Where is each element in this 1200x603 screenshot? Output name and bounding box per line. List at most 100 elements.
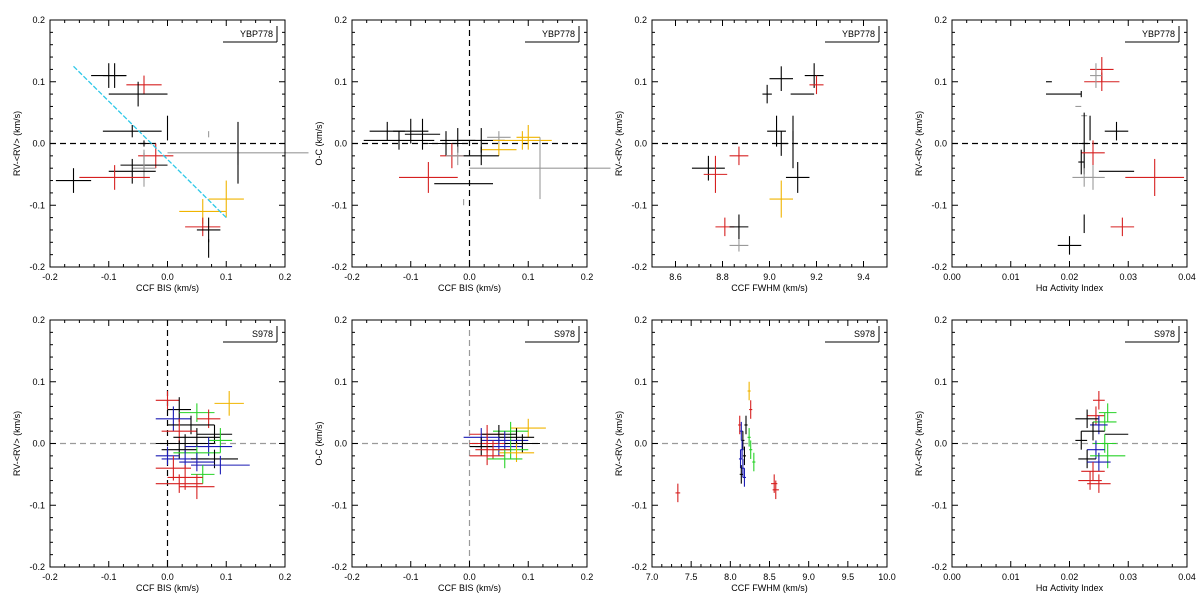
x-axis-label: CCF BIS (km/s)	[438, 583, 501, 593]
x-tick-label: 0.0	[463, 572, 476, 582]
legend-box: YBP778	[825, 26, 880, 43]
x-tick-label: 9.2	[810, 272, 823, 282]
y-tick-label: 0.2	[334, 315, 347, 325]
data-point	[393, 118, 429, 144]
data-point	[399, 162, 458, 193]
data-point	[739, 465, 743, 484]
data-points	[55, 63, 309, 258]
data-point	[208, 180, 244, 218]
data-point	[155, 406, 191, 432]
legend-label: YBP778	[240, 29, 273, 39]
data-points	[155, 391, 250, 500]
y-tick-label: 0.1	[634, 377, 647, 387]
y-axis-label: RV-<RV> (km/s)	[614, 411, 624, 476]
x-tick-label: 0.01	[1002, 572, 1020, 582]
y-tick-label: 0.0	[934, 439, 947, 449]
data-point	[774, 131, 789, 156]
data-point	[738, 449, 743, 469]
y-tick-label: -0.1	[331, 500, 347, 510]
y-tick-label: -0.2	[931, 262, 947, 272]
data-point	[752, 452, 756, 472]
panel-bottom-oc: -0.2 -0.1 0.0 0.1 0.2 -0.2 -0.1 0.0 0.1 0.2 CCF BI…	[314, 315, 593, 593]
data-point	[191, 455, 250, 475]
data-point	[179, 452, 215, 472]
data-point	[747, 381, 751, 401]
data-point	[1087, 474, 1111, 493]
x-axis-label: CCF FWHM (km/s)	[731, 283, 807, 293]
data-point	[1125, 158, 1185, 196]
legend-box: YBP778	[525, 26, 580, 43]
data-point	[155, 391, 180, 410]
x-tick-label: 0.03	[1119, 272, 1137, 282]
panel-top-ha: 0.00 0.01 0.02 0.03 0.04 -0.2 -0.1 0.0 0.1 0.2 Hα …	[914, 15, 1196, 293]
x-tick-label: 8.6	[669, 272, 682, 282]
data-point	[155, 474, 203, 493]
y-tick-label: -0.1	[631, 500, 647, 510]
data-point	[769, 66, 793, 92]
y-axis-label: RV-<RV> (km/s)	[12, 111, 22, 176]
x-tick-label: 0.00	[943, 272, 961, 282]
y-tick-label: 0.1	[334, 377, 347, 387]
data-point	[108, 81, 168, 107]
x-tick-label: 0.2	[279, 572, 292, 582]
x-tick-label: -0.2	[42, 272, 58, 282]
data-point	[767, 115, 786, 147]
data-point	[102, 63, 127, 88]
y-tick-label: -0.1	[29, 500, 45, 510]
data-point	[691, 155, 725, 181]
y-tick-label: -0.2	[29, 562, 45, 572]
legend-box: S978	[525, 326, 580, 343]
data-point	[1078, 449, 1096, 469]
legend-label: YBP778	[542, 29, 575, 39]
data-point	[185, 217, 221, 237]
y-tick-label: -0.2	[931, 562, 947, 572]
data-point	[155, 455, 191, 481]
y-axis-label: RV-<RV> (km/s)	[914, 411, 924, 476]
data-point	[1081, 421, 1105, 441]
data-point	[404, 118, 441, 150]
x-tick-label: 8.0	[724, 572, 737, 582]
y-tick-label: 0.2	[32, 15, 45, 25]
y-axis-label: RV-<RV> (km/s)	[614, 111, 624, 176]
data-points	[691, 63, 824, 252]
legend-box: S978	[223, 326, 278, 343]
y-tick-label: 0.1	[934, 377, 947, 387]
y-axis-label: O-C (km/s)	[314, 422, 324, 466]
panel-top-bis: -0.2 -0.1 0.0 0.1 0.2 -0.2 -0.1 0.0 0.1 0.2 CCF BI…	[12, 15, 309, 293]
data-point	[214, 391, 244, 416]
data-point	[167, 465, 203, 490]
data-point	[749, 440, 753, 459]
data-points	[675, 381, 779, 503]
x-tick-label: 0.02	[1061, 572, 1079, 582]
y-tick-label: 0.1	[32, 77, 45, 87]
data-point	[469, 446, 505, 466]
data-point	[155, 446, 180, 466]
y-tick-label: -0.1	[931, 500, 947, 510]
data-point	[463, 146, 499, 166]
x-tick-label: 0.2	[279, 272, 292, 282]
x-axis-label: Hα Activity Index	[1036, 283, 1104, 293]
data-point	[769, 180, 793, 218]
x-tick-label: 0.1	[522, 272, 535, 282]
panel-bottom-fwhm: 7.0 7.5 8.0 8.5 9.0 9.5 10.0 -0.2 -0.1 0.0 0.1 0.2 C…	[614, 315, 896, 593]
y-tick-label: 0.0	[32, 139, 45, 149]
y-tick-label: 0.2	[334, 15, 347, 25]
x-tick-label: 0.01	[1002, 272, 1020, 282]
x-tick-label: 9.0	[763, 272, 776, 282]
x-tick-label: 0.0	[161, 572, 174, 582]
y-axis-label: O-C (km/s)	[314, 122, 324, 166]
x-tick-label: 7.0	[646, 572, 659, 582]
data-point	[749, 400, 753, 419]
x-tick-label: 9.4	[857, 272, 870, 282]
y-tick-label: -0.1	[631, 200, 647, 210]
data-point	[469, 437, 493, 456]
y-tick-label: 0.2	[934, 315, 947, 325]
x-axis-label: CCF BIS (km/s)	[136, 283, 199, 293]
data-point	[1087, 452, 1111, 472]
x-tick-label: 0.1	[220, 272, 233, 282]
x-tick-label: 8.5	[763, 572, 776, 582]
y-tick-label: 0.0	[334, 139, 347, 149]
panel-top-oc: -0.2 -0.1 0.0 0.1 0.2 -0.2 -0.1 0.0 0.1 0.2 CCF BI…	[314, 15, 611, 293]
y-tick-label: -0.2	[29, 262, 45, 272]
y-axis-label: RV-<RV> (km/s)	[914, 111, 924, 176]
